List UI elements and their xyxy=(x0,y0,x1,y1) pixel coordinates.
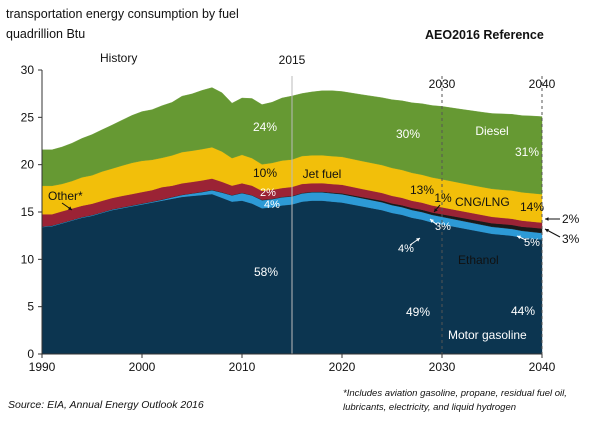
year-marker-layer: 2015 2030 2040 xyxy=(279,53,556,354)
pct-cng-2030: 1% xyxy=(434,191,452,205)
leader-ethanol-2040-head xyxy=(517,235,521,240)
leader-cng-2040-head xyxy=(545,217,549,221)
leader-cng-2030-head xyxy=(434,208,438,212)
pct-ethanol-2015: 4% xyxy=(264,199,280,211)
x-tick-label: 2030 xyxy=(429,360,456,374)
pct-gasoline-2015: 58% xyxy=(254,265,278,279)
axes-layer: 1990 2000 2010 2020 2030 2040 0 5 10 15 20 25 30 xyxy=(21,63,556,374)
pct-gasoline-2030: 49% xyxy=(406,305,430,319)
history-label: History xyxy=(100,51,137,65)
y-tick-label: 0 xyxy=(27,347,34,361)
y-tick-label: 25 xyxy=(21,110,35,124)
x-tick-label: 2020 xyxy=(329,360,356,374)
label-other: Other* xyxy=(48,189,83,203)
label-motor-gasoline: Motor gasoline xyxy=(448,328,527,342)
leader-other-2040-head xyxy=(545,228,549,233)
x-tick-label: 2040 xyxy=(529,360,556,374)
scenario-label: AEO2016 Reference xyxy=(425,28,544,42)
pct-diesel-2030: 30% xyxy=(396,127,420,141)
label-ethanol: Ethanol xyxy=(458,253,499,267)
leader-other-head xyxy=(68,206,72,210)
pct-ethanol-2030: 4% xyxy=(398,243,414,255)
chart-unit-label: quadrillion Btu xyxy=(6,27,86,41)
label-diesel: Diesel xyxy=(475,124,508,138)
pct-diesel-2040: 31% xyxy=(515,145,539,159)
pct-gasoline-2040: 44% xyxy=(511,304,535,318)
label-cng-lng: CNG/LNG xyxy=(455,195,510,209)
marker-label-2040: 2040 xyxy=(529,77,556,91)
pct-other-2030: 3% xyxy=(435,221,451,233)
pct-other-2040: 3% xyxy=(562,232,580,246)
pct-diesel-2015: 24% xyxy=(253,120,277,134)
pct-jet-2015: 10% xyxy=(253,166,277,180)
marker-label-2030: 2030 xyxy=(429,77,456,91)
leader-ethanol-2030-head xyxy=(416,238,420,242)
y-tick-label: 5 xyxy=(27,300,34,314)
pct-cng-2040: 2% xyxy=(562,212,580,226)
footnote-line-1: *Includes aviation gasoline, propane, re… xyxy=(343,388,567,399)
x-tick-label: 1990 xyxy=(29,360,56,374)
source-note: Source: EIA, Annual Energy Outlook 2016 xyxy=(8,399,204,411)
label-jet-fuel: Jet fuel xyxy=(303,167,342,181)
y-tick-label: 30 xyxy=(21,63,35,77)
x-tick-label: 2010 xyxy=(229,360,256,374)
pct-jet-2030: 13% xyxy=(410,183,434,197)
pct-other-2015: 2% xyxy=(260,187,276,199)
pct-jet-2040: 14% xyxy=(520,200,544,214)
leader-other-2030-head xyxy=(430,219,434,223)
y-tick-label: 10 xyxy=(21,252,35,266)
chart-title: transportation energy consumption by fue… xyxy=(6,7,239,21)
marker-label-2015: 2015 xyxy=(279,53,306,67)
x-tick-label: 2000 xyxy=(129,360,156,374)
y-tick-label: 20 xyxy=(21,158,35,172)
y-tick-label: 15 xyxy=(21,205,35,219)
pct-ethanol-2040: 5% xyxy=(524,237,540,249)
footnote-line-2: lubricants, electricity, and liquid hydr… xyxy=(343,402,517,413)
